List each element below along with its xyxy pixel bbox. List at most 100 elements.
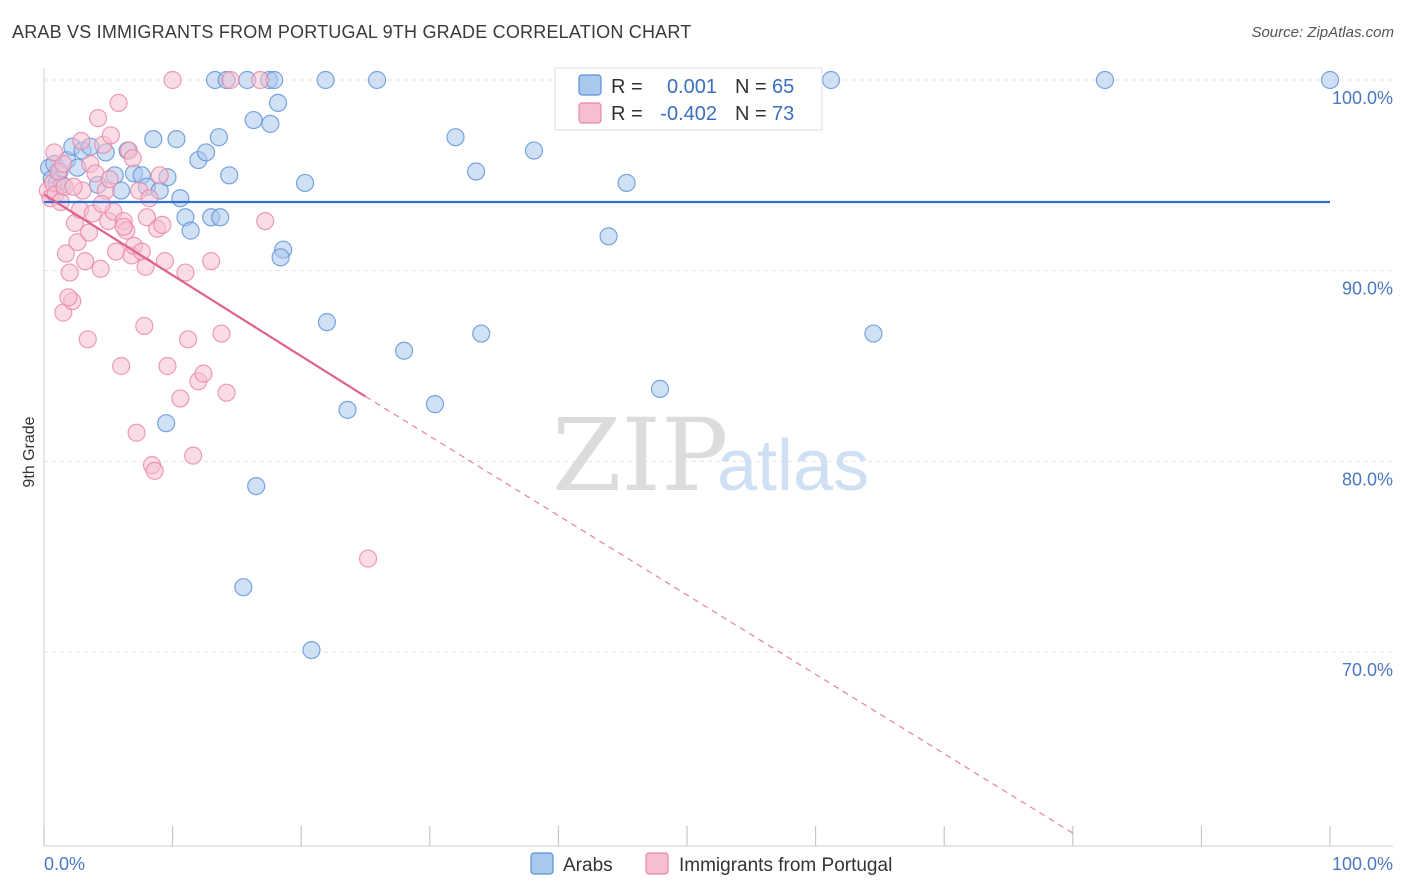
point-arabs [171,189,190,208]
point-arabs [295,173,315,193]
watermark-atlas: atlas [717,426,869,506]
series-portugal [38,70,378,568]
legend-r-value-arabs: 0.001 [667,76,717,98]
point-arabs [157,414,176,433]
point-portugal [178,330,198,349]
point-arabs [181,221,200,240]
point-portugal [79,223,99,242]
watermark-zip: ZIP [552,397,728,514]
point-arabs [220,166,239,185]
point-arabs [394,341,414,360]
trend-lines [43,193,1330,834]
watermark: ZIP atlas [552,397,869,514]
point-arabs [268,93,288,112]
legend-r-label-portugal: R = [611,103,643,125]
point-arabs [144,130,163,149]
point-portugal [163,70,182,90]
point-portugal [45,143,64,162]
point-portugal [194,364,213,383]
point-portugal [91,259,110,278]
point-portugal [106,242,126,261]
legend-n-value-arabs: 65 [772,76,794,98]
point-arabs [1320,70,1340,90]
point-arabs [466,162,486,181]
point-arabs [317,313,337,332]
bottom-legend-swatch-portugal [645,852,669,875]
point-arabs [211,208,230,227]
point-arabs [599,227,618,246]
x-tick-label-min: 0.0% [44,854,85,874]
x-tick-label-max: 100.0% [1332,854,1393,874]
point-arabs [425,395,445,414]
bottom-legend: Arabs Immigrants from Portugal [530,852,892,876]
point-arabs [196,143,216,162]
point-portugal [176,263,195,282]
point-portugal [158,356,177,376]
point-arabs [247,477,266,496]
bottom-legend-label-portugal: Immigrants from Portugal [679,855,892,876]
point-portugal [171,389,190,408]
point-arabs [338,400,357,419]
point-portugal [60,263,79,282]
point-portugal [72,131,91,151]
legend-n-value-portugal: 73 [772,103,794,125]
point-arabs [650,379,670,398]
point-portugal [114,217,133,236]
point-portugal [221,70,240,90]
chart-title: ARAB VS IMMIGRANTS FROM PORTUGAL 9TH GRA… [12,22,692,42]
point-portugal [137,208,156,227]
point-arabs [864,324,883,343]
point-portugal [56,244,75,263]
point-portugal [59,288,78,307]
legend: R = 0.001 N = 65 R = -0.402 N = 73 [554,67,823,131]
point-portugal [358,549,378,568]
chart-source: Source: ZipAtlas.com [1251,24,1394,41]
point-arabs [261,114,280,133]
point-portugal [250,70,270,90]
legend-n-label-portugal: N = [735,103,767,125]
point-portugal [88,109,108,128]
point-portugal [135,316,154,336]
point-portugal [153,215,172,235]
point-portugal [217,383,236,402]
point-arabs [367,70,387,90]
grid-layer [44,79,1393,653]
legend-n-label-arabs: N = [735,76,767,98]
point-arabs [302,640,321,660]
y-tick-label: 80.0% [1342,469,1393,489]
point-arabs [316,70,335,90]
point-portugal [76,252,95,271]
point-arabs [446,128,465,147]
point-arabs [617,173,636,193]
y-tick-labels: 100.0% 90.0% 80.0% 70.0% [1332,88,1393,680]
point-portugal [256,211,275,231]
point-portugal [101,126,120,145]
y-axis-title: 9th Grade [21,416,38,487]
point-portugal [150,166,169,185]
point-arabs [472,324,491,343]
y-tick-label: 70.0% [1342,660,1393,680]
point-arabs [209,128,228,147]
point-arabs [167,130,186,149]
point-portugal [184,446,203,465]
bottom-legend-label-arabs: Arabs [563,855,613,876]
point-arabs [1095,70,1115,90]
point-portugal [212,324,231,343]
point-portugal [123,149,142,168]
point-arabs [821,70,841,90]
legend-r-label-arabs: R = [611,76,643,98]
point-portugal [145,461,164,480]
point-portugal [112,356,131,376]
y-tick-label: 100.0% [1332,88,1393,108]
point-arabs [524,141,544,160]
point-portugal [109,93,128,112]
point-portugal [202,252,221,271]
point-arabs [271,248,290,267]
point-portugal [64,177,83,196]
legend-swatch-arabs [578,74,602,96]
y-tick-label: 90.0% [1342,279,1393,299]
point-arabs [244,110,263,130]
point-portugal [100,170,119,189]
point-portugal [140,189,159,208]
